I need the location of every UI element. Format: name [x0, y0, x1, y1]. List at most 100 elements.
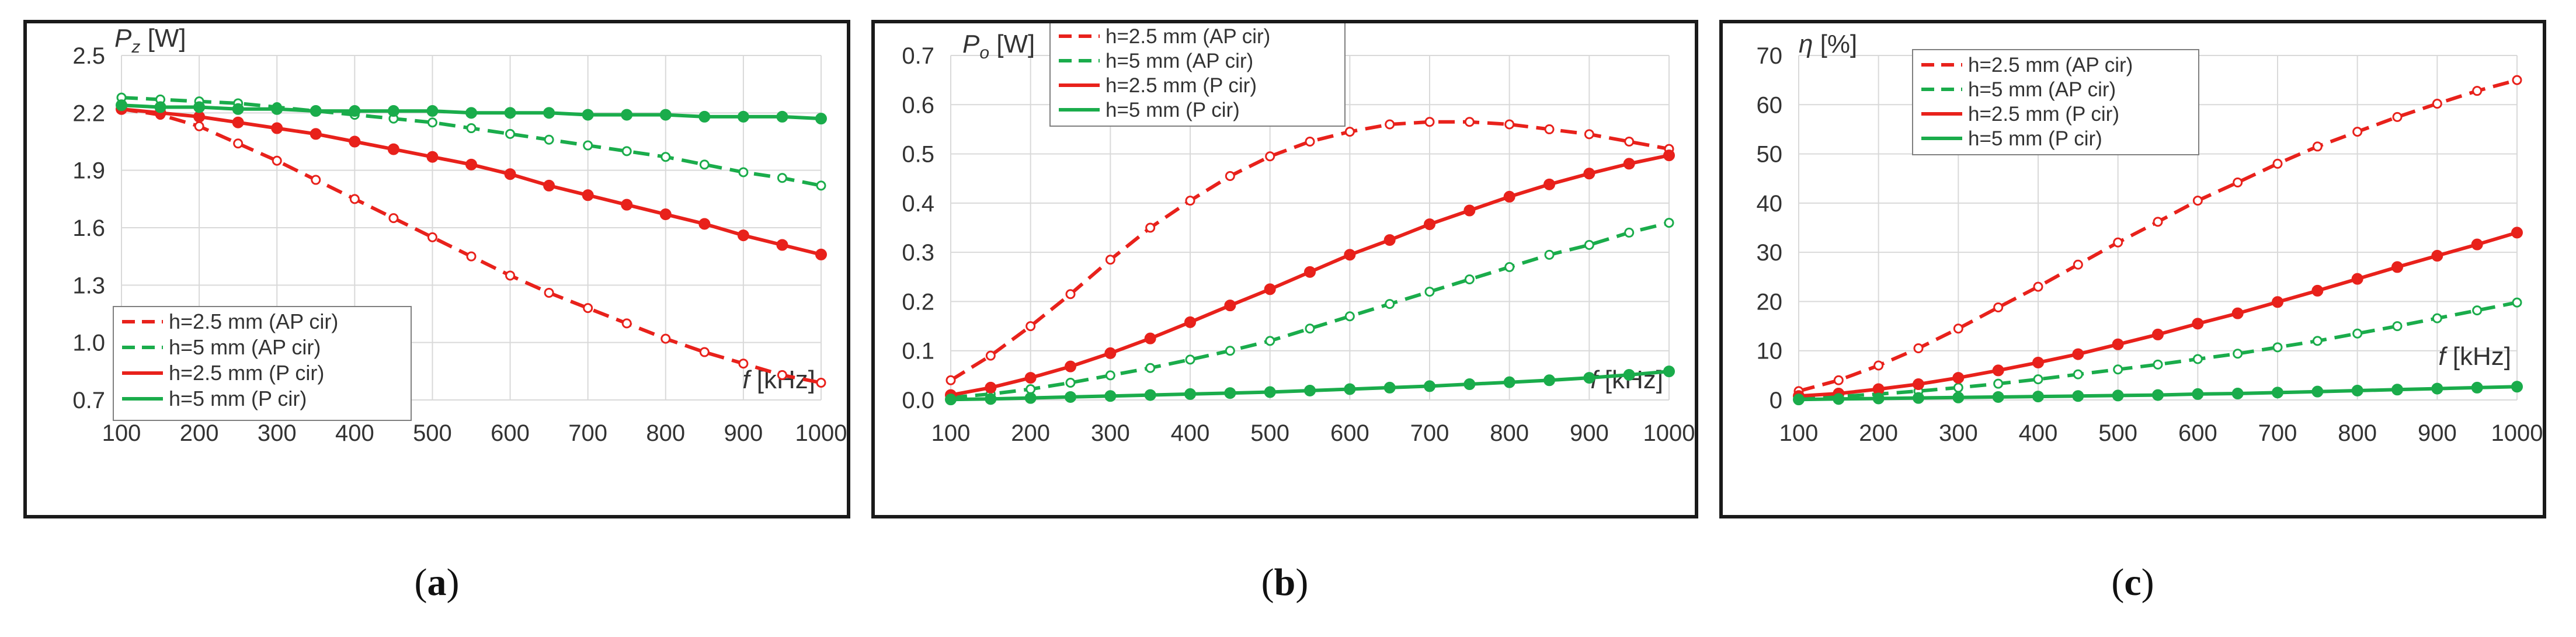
legend-label-4: h=5 mm (P cir) [169, 387, 307, 410]
data-point [543, 179, 555, 192]
data-point [1833, 375, 1844, 385]
data-point [1224, 387, 1236, 399]
data-point [2392, 112, 2403, 122]
data-point [621, 109, 633, 121]
data-point [2511, 227, 2523, 239]
data-point [2472, 86, 2483, 96]
data-point [2233, 349, 2243, 359]
chart-svg-a: 0.7 1.0 1.3 1.6 1.9 2.2 2.5 100 200 300 400 500 600 7… [72, 24, 847, 446]
x-tick-label: 500 [1250, 420, 1289, 446]
data-point [1104, 390, 1117, 402]
data-point [310, 105, 322, 117]
x-tick-label: 200 [1859, 420, 1898, 446]
data-point [1624, 137, 1635, 147]
data-point [582, 189, 594, 201]
data-point [1503, 376, 1515, 388]
legend-label-3: h=2.5 mm (P cir) [1968, 103, 2119, 126]
data-point [2153, 359, 2163, 370]
x-tick-label: 700 [1410, 420, 1449, 446]
data-point [1105, 370, 1115, 381]
legend-label-1: h=2.5 mm (AP cir) [1106, 25, 1270, 48]
legend-label-2: h=5 mm (AP cir) [1106, 50, 1253, 72]
data-point [426, 151, 439, 163]
x-tick-label: 200 [180, 420, 219, 446]
data-point [2272, 342, 2283, 353]
data-point [2512, 75, 2522, 85]
data-point [1344, 127, 1355, 137]
data-point [1145, 363, 1156, 373]
data-point [945, 394, 957, 406]
data-point [2351, 273, 2363, 285]
data-point [1623, 158, 1635, 170]
x-tick-label: 400 [1171, 420, 1210, 446]
data-point [699, 159, 710, 170]
data-point [1543, 374, 1555, 387]
data-point [1913, 378, 1924, 391]
data-point [1104, 347, 1117, 359]
data-point [621, 199, 633, 211]
data-point [1383, 234, 1396, 246]
data-point [194, 121, 204, 131]
data-point [1463, 378, 1476, 391]
data-point [945, 375, 956, 385]
data-point [1544, 124, 1555, 134]
series-line-3 [1798, 231, 2518, 398]
data-point [816, 180, 826, 191]
data-point [2431, 250, 2443, 262]
data-point [1464, 274, 1475, 284]
legend-box [113, 306, 412, 421]
data-point [1424, 117, 1435, 127]
data-point [2072, 390, 2084, 402]
data-point [387, 105, 399, 117]
data-point [2512, 297, 2522, 308]
data-point [1144, 389, 1156, 401]
data-point [2272, 296, 2283, 308]
data-point [2032, 391, 2044, 403]
data-point [1265, 151, 1275, 162]
data-point [1873, 360, 1884, 371]
data-point [1504, 119, 1515, 130]
data-point [349, 135, 361, 148]
x-tick-label: 900 [724, 420, 763, 446]
data-point [2192, 388, 2204, 400]
x-tick-label: 1000 [2491, 420, 2543, 446]
x-tick-label: 400 [335, 420, 374, 446]
data-point [2112, 338, 2124, 350]
data-point [116, 99, 127, 112]
data-point [1503, 190, 1515, 203]
x-tick-label: 900 [2418, 420, 2457, 446]
data-point [2391, 261, 2403, 273]
data-point [777, 370, 787, 380]
y-tick-label: 2.2 [72, 100, 105, 126]
x-tick-label: 300 [1091, 420, 1130, 446]
data-point [1663, 149, 1675, 162]
data-point [1953, 382, 1963, 393]
data-point [738, 167, 749, 177]
data-point [466, 123, 477, 134]
y-tick-label: 1.6 [72, 215, 105, 241]
x-tick-label: 1000 [1643, 420, 1695, 446]
data-point [193, 110, 206, 123]
data-point [1424, 380, 1435, 392]
data-point [1264, 386, 1276, 398]
data-point [1424, 287, 1435, 297]
data-point [388, 213, 399, 224]
data-point [985, 381, 997, 394]
x-axis-label: f [kHz] [1590, 366, 1663, 394]
x-tick-label: 100 [1779, 420, 1819, 446]
data-point [2152, 328, 2164, 340]
data-point [271, 122, 283, 134]
chart-panel-a: 0.7 1.0 1.3 1.6 1.9 2.2 2.5 100 200 300 400 500 600 7… [23, 20, 850, 518]
chart-svg-c: 0 10 20 30 40 50 60 70 100 200 300 400 500 600 700 800 9… [1757, 30, 2543, 446]
x-tick-label: 100 [102, 420, 141, 446]
data-point [660, 152, 671, 162]
data-point [1952, 391, 1965, 403]
y-tick-label: 0 [1770, 388, 1782, 413]
data-point [1344, 383, 1356, 395]
data-point [776, 110, 788, 123]
y-tick-label: 0.2 [902, 289, 934, 315]
data-point [2511, 381, 2523, 393]
data-point [2073, 259, 2083, 270]
data-point [1584, 240, 1594, 250]
data-point [1225, 346, 1235, 356]
